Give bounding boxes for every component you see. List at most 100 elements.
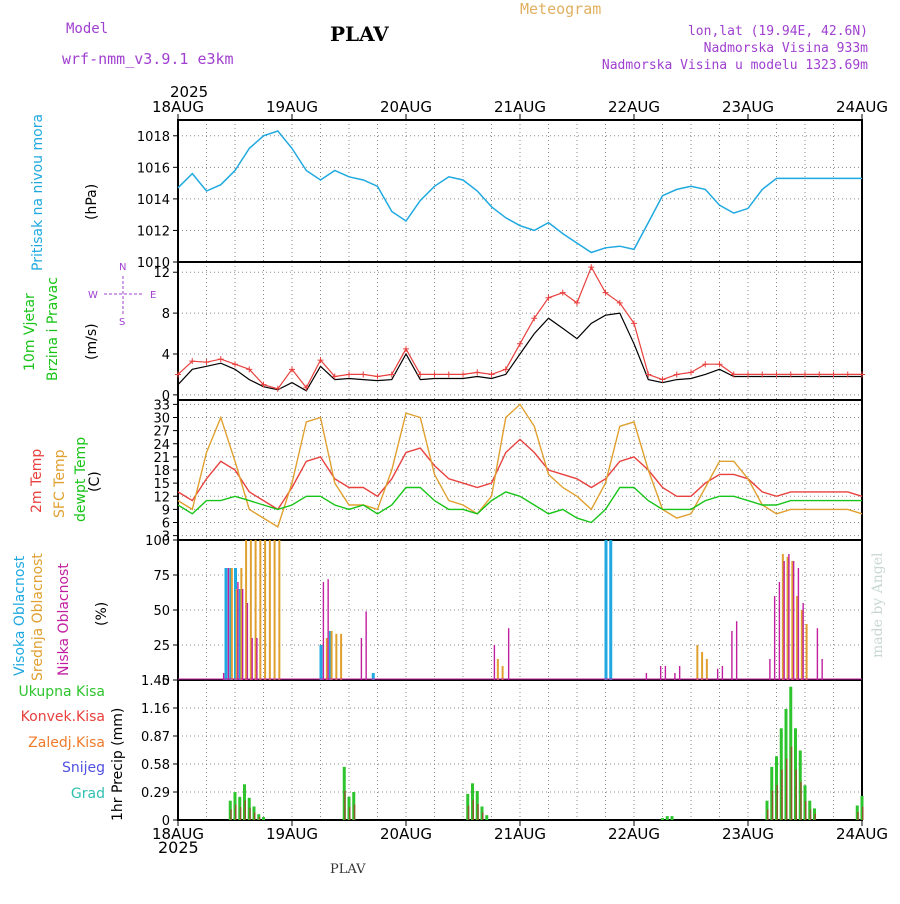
wind-gust-marker — [317, 357, 324, 364]
cloud-bar-1 — [325, 638, 328, 680]
wind-gust-marker — [816, 371, 823, 378]
y-tick-label: 0.58 — [141, 758, 170, 773]
wind-gust-marker — [374, 373, 381, 380]
pressure-title: Pritisak na nivou mora — [30, 113, 46, 271]
cloud-bar-1 — [254, 540, 257, 680]
x-tick-label-top: 19AUG — [266, 98, 318, 116]
cloud-title2: Srednja Oblacnost — [30, 553, 46, 681]
y-tick-label: 24 — [153, 438, 170, 453]
wind-gust-marker — [331, 373, 338, 380]
cloud-bar-0 — [229, 568, 233, 680]
y-tick-label: 12 — [153, 266, 170, 281]
cloud-bar-2 — [721, 666, 724, 680]
temp-unit: (C) — [87, 471, 103, 492]
temp-line-2 — [177, 486, 862, 524]
precip-bar-conv — [786, 758, 788, 820]
cloud-bar-2 — [792, 561, 795, 680]
wind-gust-marker — [417, 371, 424, 378]
wind-gust-marker — [588, 264, 595, 271]
cloud-bar-2 — [735, 621, 738, 680]
cloud-bar-1 — [696, 645, 699, 680]
cloud-bar-1 — [268, 540, 271, 680]
watermark: made by Angel — [870, 552, 886, 659]
y-tick-label: 1014 — [137, 193, 170, 208]
cloud-bar-2 — [322, 582, 325, 680]
wind-gust-marker — [759, 371, 766, 378]
wind-gust-marker — [859, 371, 865, 378]
wind-title2: Brzina i Pravac — [45, 277, 61, 381]
cloud-bar-1 — [235, 589, 238, 680]
cloud-bar-1 — [249, 540, 252, 680]
cloud-bar-2 — [678, 666, 681, 680]
y-tick-label: 21 — [153, 451, 170, 466]
precip-bar-conv — [467, 805, 470, 820]
cloud-bar-2 — [731, 631, 733, 680]
precip-bar — [262, 817, 265, 820]
cloud-bar-0 — [604, 540, 608, 680]
legend-rain-total: Ukupna Kisa — [18, 684, 105, 700]
temp-title: 2m Temp — [29, 448, 45, 513]
footer-station: PLAV — [330, 862, 366, 877]
y-tick-label: 25 — [153, 639, 170, 654]
precip-bar — [485, 815, 489, 820]
y-tick-label: 15 — [153, 477, 170, 492]
cloud-bar-1 — [264, 540, 267, 680]
legend-rain-frz: Zaledj.Kisa — [28, 735, 105, 751]
cloud-bar-2 — [365, 611, 367, 680]
cloud-unit: (%) — [94, 601, 110, 626]
pressure-unit: (hPa) — [84, 183, 100, 220]
elevation-label: Nadmorska Visina 933m — [703, 41, 868, 56]
cloud-bar-2 — [246, 603, 249, 680]
y-tick-label: 3 — [162, 530, 170, 545]
cloud-bar-1 — [335, 633, 338, 680]
temp-title2: SFC Temp — [52, 449, 68, 518]
wind-gust-marker — [474, 369, 481, 376]
precip-bar-conv — [862, 806, 864, 820]
cloud-bar-2 — [802, 603, 804, 680]
precip-bar-conv — [857, 812, 859, 820]
precip-bar-conv — [809, 809, 812, 820]
cloud-bar-1 — [501, 666, 504, 680]
wind-gust-marker — [745, 371, 751, 378]
compass-cross — [104, 276, 144, 316]
y-tick-label: 12 — [153, 490, 170, 505]
wind-gust-marker — [531, 315, 538, 322]
y-tick-label: 1018 — [137, 130, 170, 145]
legend-rain-conv: Konvek.Kisa — [20, 709, 105, 725]
precip-bar-conv — [767, 809, 769, 820]
wind-gust-marker — [274, 385, 281, 392]
precip-bar-conv — [472, 799, 474, 820]
wind-gust-marker — [659, 376, 666, 383]
wind-unit: (m/s) — [84, 323, 100, 360]
cloud-title: Visoka Oblacnost — [12, 555, 28, 676]
cloud-bar-2 — [821, 659, 823, 680]
cloud-bar-1 — [259, 540, 262, 680]
wind-gust-marker — [217, 356, 224, 363]
wind-gust-marker — [616, 299, 623, 306]
wind-gust-marker — [517, 340, 523, 347]
station-title: PLAV — [330, 22, 389, 46]
lonlat-label: lon,lat (19.94E, 42.6N) — [687, 24, 868, 39]
cloud-bar-2 — [237, 582, 239, 680]
x-tick-label-bottom: 22AUG — [608, 825, 660, 843]
x-tick-label-bottom: 23AUG — [722, 825, 774, 843]
x-tick-label-bottom: 19AUG — [266, 825, 318, 843]
wind-gust-marker — [360, 371, 367, 378]
wind-gust-marker — [702, 361, 709, 368]
cloud-bar-1 — [273, 540, 276, 680]
cloud-bar-1 — [340, 633, 343, 680]
legend-snow: Snijeg — [61, 760, 105, 776]
precip-bar-conv — [795, 769, 797, 820]
y-tick-label: 1.45 — [141, 674, 170, 689]
cloud-bar-2 — [360, 638, 363, 680]
precip-bar-conv — [254, 812, 256, 820]
x-tick-label-top: 18AUG — [152, 98, 204, 116]
wind-gust-marker — [730, 371, 737, 378]
wind-gust-marker — [303, 384, 310, 391]
wind-gust-marker — [260, 381, 267, 388]
wind-title: 10m Vjetar — [22, 293, 38, 371]
wind-gust-marker — [830, 371, 837, 378]
wind-gust-marker — [688, 369, 694, 376]
cloud-bar-2 — [816, 628, 819, 680]
